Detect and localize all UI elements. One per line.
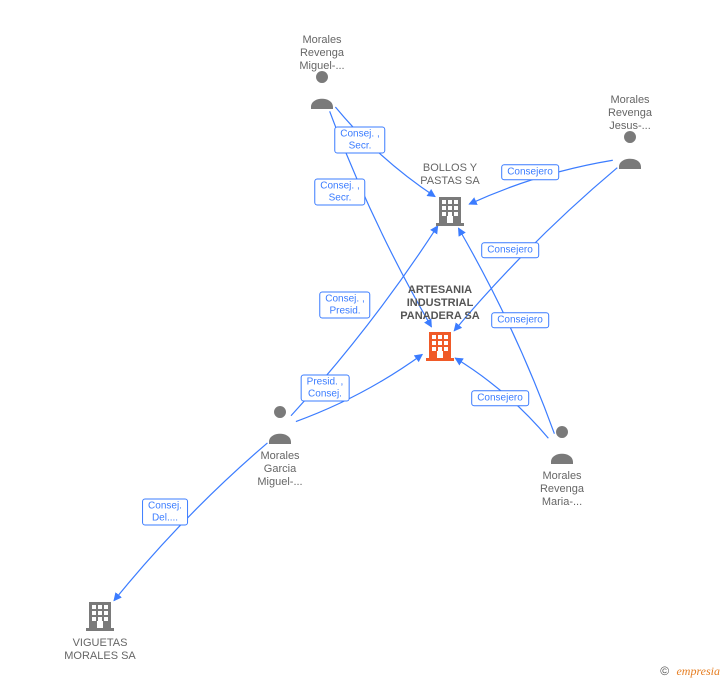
edge-label: Consej. , Secr. — [334, 127, 385, 154]
person-icon — [311, 71, 333, 109]
node-label: Morales Revenga Miguel-... — [267, 34, 377, 74]
node-label: BOLLOS Y PASTAS SA — [395, 162, 505, 188]
edge-label: Consejero — [471, 390, 529, 406]
edge-label: Consejero — [501, 164, 559, 180]
edge-label: Consej. , Presid. — [319, 292, 370, 319]
person-icon — [269, 406, 291, 444]
footer-brand: © empresia — [660, 664, 720, 679]
edge-label: Consejero — [491, 312, 549, 328]
brand-name: empresia — [676, 664, 720, 678]
building-icon — [86, 602, 114, 631]
node-label: Morales Revenga Maria-... — [507, 470, 617, 510]
edge-label: Consejero — [481, 242, 539, 258]
edge-label: Consej. Del.... — [142, 499, 188, 526]
edge-label: Consej. , Secr. — [314, 179, 365, 206]
building-icon — [426, 332, 454, 361]
node-label: ARTESANIA INDUSTRIAL PANADERA SA — [385, 284, 495, 324]
copyright-symbol: © — [660, 664, 669, 678]
building-icon — [436, 197, 464, 226]
edge-label: Presid. , Consej. — [301, 375, 350, 402]
node-label: VIGUETAS MORALES SA — [45, 637, 155, 663]
node-label: Morales Revenga Jesus-... — [575, 94, 685, 134]
node-label: Morales Garcia Miguel-... — [225, 450, 335, 490]
person-icon — [619, 131, 641, 169]
